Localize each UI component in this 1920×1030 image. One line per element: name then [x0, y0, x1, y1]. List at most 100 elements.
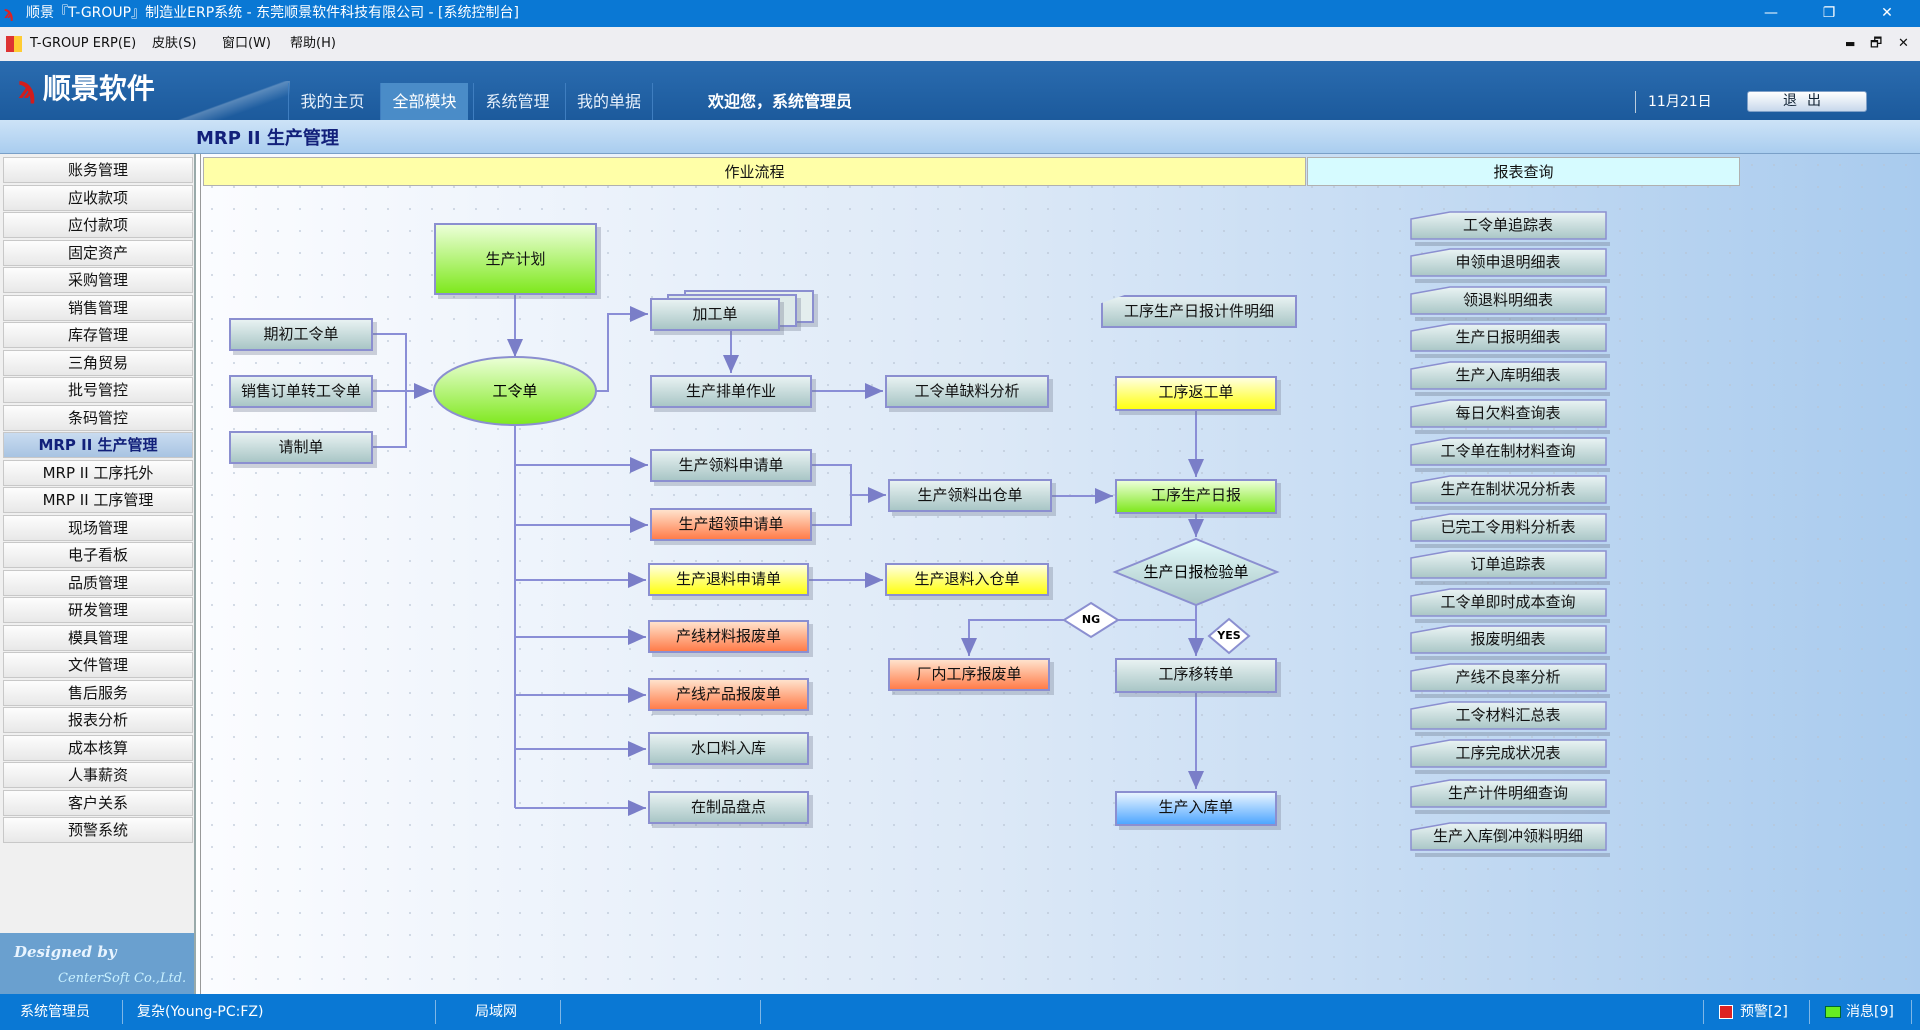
mdi-close-button[interactable]: ✕: [1898, 36, 1909, 51]
node-issue-request[interactable]: 生产领料申请单: [650, 449, 812, 482]
node-daily-report[interactable]: 工序生产日报: [1115, 479, 1277, 514]
report-label: 工令单在制材料查询: [1440, 441, 1576, 460]
alerts-button[interactable]: 预警[2]: [1740, 1004, 1788, 1020]
sidebar-item[interactable]: 销售管理: [3, 294, 193, 321]
nav-all-modules[interactable]: 全部模块: [380, 83, 468, 120]
node-work-order[interactable]: 工令单: [492, 382, 538, 400]
report-button[interactable]: 生产入库明细表: [1410, 360, 1610, 396]
report-shape: [1410, 512, 1610, 548]
sidebar-item[interactable]: MRP II 生产管理: [3, 432, 193, 458]
sidebar-item[interactable]: 报表分析: [3, 707, 193, 733]
menu-help[interactable]: 帮助(H): [290, 36, 336, 51]
report-label: 订单追踪表: [1470, 555, 1546, 574]
restore-button[interactable]: ❐: [1822, 5, 1836, 21]
sidebar-item[interactable]: 模具管理: [3, 624, 193, 651]
report-button[interactable]: 工令单在制材料查询: [1410, 436, 1610, 472]
module-title-bar: MRP II 生产管理: [0, 120, 1920, 154]
nav-home[interactable]: 我的主页: [288, 83, 376, 120]
sidebar-item[interactable]: 售后服务: [3, 679, 193, 706]
sidebar-item[interactable]: 客户关系: [3, 789, 193, 816]
sidebar-item[interactable]: 应付款项: [3, 212, 193, 238]
sidebar-item[interactable]: 账务管理: [3, 157, 193, 183]
report-button[interactable]: 工令单追踪表: [1410, 211, 1610, 247]
report-label: 工令单即时成本查询: [1440, 593, 1576, 612]
node-transfer[interactable]: 工序移转单: [1115, 658, 1277, 693]
ng-diamond: [1062, 601, 1120, 639]
alert-icon: [1719, 1005, 1733, 1019]
node-production-plan[interactable]: 生产计划: [434, 223, 597, 295]
logout-button[interactable]: 退出: [1747, 91, 1867, 112]
node-scheduling[interactable]: 生产排单作业: [650, 375, 812, 408]
node-internal-scrap[interactable]: 厂内工序报废单: [888, 658, 1050, 691]
node-initial-work-order[interactable]: 期初工令单: [229, 318, 373, 351]
sidebar-item[interactable]: 采购管理: [3, 267, 193, 293]
tab-reports[interactable]: 报表查询: [1307, 157, 1740, 186]
status-separator: [560, 1000, 561, 1024]
report-button[interactable]: 订单追踪表: [1410, 550, 1610, 586]
sidebar-item[interactable]: 固定资产: [3, 239, 193, 266]
report-label: 生产在制状况分析表: [1440, 479, 1576, 498]
node-return-request[interactable]: 生产退料申请单: [648, 563, 809, 596]
node-line-material-scrap[interactable]: 产线材料报废单: [648, 620, 809, 653]
node-rework[interactable]: 工序返工单: [1115, 376, 1277, 411]
node-request-order[interactable]: 请制单: [229, 431, 373, 464]
sidebar-item[interactable]: 应收款项: [3, 184, 193, 211]
sidebar-item[interactable]: 条码管控: [3, 404, 193, 431]
sidebar-item[interactable]: 品质管理: [3, 569, 193, 596]
sidebar-item[interactable]: 电子看板: [3, 542, 193, 568]
close-button[interactable]: ✕: [1881, 5, 1893, 21]
report-button[interactable]: 每日欠料查询表: [1410, 398, 1610, 434]
report-button[interactable]: 生产计件明细查询: [1410, 779, 1610, 815]
report-button[interactable]: 产线不良率分析: [1410, 663, 1610, 699]
report-shape: [1410, 211, 1610, 247]
tab-workflow[interactable]: 作业流程: [203, 157, 1306, 186]
menu-tgroup-erp[interactable]: T-GROUP ERP(E): [30, 36, 137, 51]
report-label: 每日欠料查询表: [1455, 403, 1561, 422]
mdi-restore-button[interactable]: 🗗: [1870, 36, 1883, 51]
sidebar-item[interactable]: 文件管理: [3, 652, 193, 678]
node-process-order[interactable]: 加工单: [650, 298, 780, 331]
sidebar: 账务管理 应收款项 应付款项 固定资产 采购管理 销售管理 库存管理 三角贸易 批号管控 条码管控…: [0, 154, 196, 994]
node-over-issue-request[interactable]: 生产超领申请单: [650, 508, 812, 541]
report-button[interactable]: 工令单即时成本查询: [1410, 588, 1610, 624]
sidebar-item[interactable]: 人事薪资: [3, 762, 193, 788]
node-return-in[interactable]: 生产退料入仓单: [885, 563, 1049, 596]
node-issue-out[interactable]: 生产领料出仓单: [888, 479, 1052, 512]
report-button[interactable]: 生产在制状况分析表: [1410, 474, 1610, 510]
node-piece-detail[interactable]: 工序生产日报计件明细: [1101, 295, 1297, 328]
nav-my-documents[interactable]: 我的单据: [565, 83, 653, 120]
report-button[interactable]: 工令材料汇总表: [1410, 701, 1610, 737]
sidebar-item[interactable]: 预警系统: [3, 817, 193, 843]
sidebar-item[interactable]: 批号管控: [3, 377, 193, 403]
node-sales-to-work-order[interactable]: 销售订单转工令单: [229, 375, 373, 408]
report-button[interactable]: 领退料明细表: [1410, 286, 1610, 321]
messages-button[interactable]: 消息[9]: [1846, 1004, 1894, 1020]
report-button[interactable]: 已完工令用料分析表: [1410, 512, 1610, 548]
sidebar-item[interactable]: 研发管理: [3, 597, 193, 623]
report-button[interactable]: 生产日报明细表: [1410, 322, 1610, 358]
mdi-minimize-button[interactable]: ▬: [1845, 37, 1856, 50]
welcome-text: 欢迎您，系统管理员: [708, 92, 853, 111]
report-label: 工令材料汇总表: [1455, 706, 1561, 725]
node-sprue-stock-in[interactable]: 水口料入库: [648, 732, 809, 765]
node-line-product-scrap[interactable]: 产线产品报废单: [648, 678, 809, 711]
sidebar-item[interactable]: MRP II 工序管理: [3, 487, 193, 513]
report-button[interactable]: 报废明细表: [1410, 625, 1610, 661]
sidebar-item[interactable]: 现场管理: [3, 514, 193, 541]
report-button[interactable]: 申领申退明细表: [1410, 248, 1610, 284]
report-button[interactable]: 工序完成状况表: [1410, 739, 1610, 775]
nav-system-admin[interactable]: 系统管理: [473, 83, 561, 120]
node-stock-in[interactable]: 生产入库单: [1115, 791, 1277, 826]
report-button[interactable]: 生产入库倒冲领料明细: [1410, 822, 1610, 858]
sidebar-item[interactable]: 库存管理: [3, 322, 193, 348]
sidebar-item[interactable]: 成本核算: [3, 734, 193, 761]
node-wip-count[interactable]: 在制品盘点: [648, 791, 809, 824]
menu-skin[interactable]: 皮肤(S): [152, 36, 197, 51]
minimize-button[interactable]: —: [1764, 5, 1778, 21]
ng-label: NG: [1081, 613, 1101, 626]
node-shortage-analysis[interactable]: 工令单缺料分析: [885, 375, 1049, 408]
sidebar-item[interactable]: MRP II 工序托外: [3, 459, 193, 486]
sidebar-item[interactable]: 三角贸易: [3, 349, 193, 376]
node-inspection[interactable]: 生产日报检验单: [1143, 563, 1249, 581]
menu-window[interactable]: 窗口(W): [222, 36, 271, 51]
